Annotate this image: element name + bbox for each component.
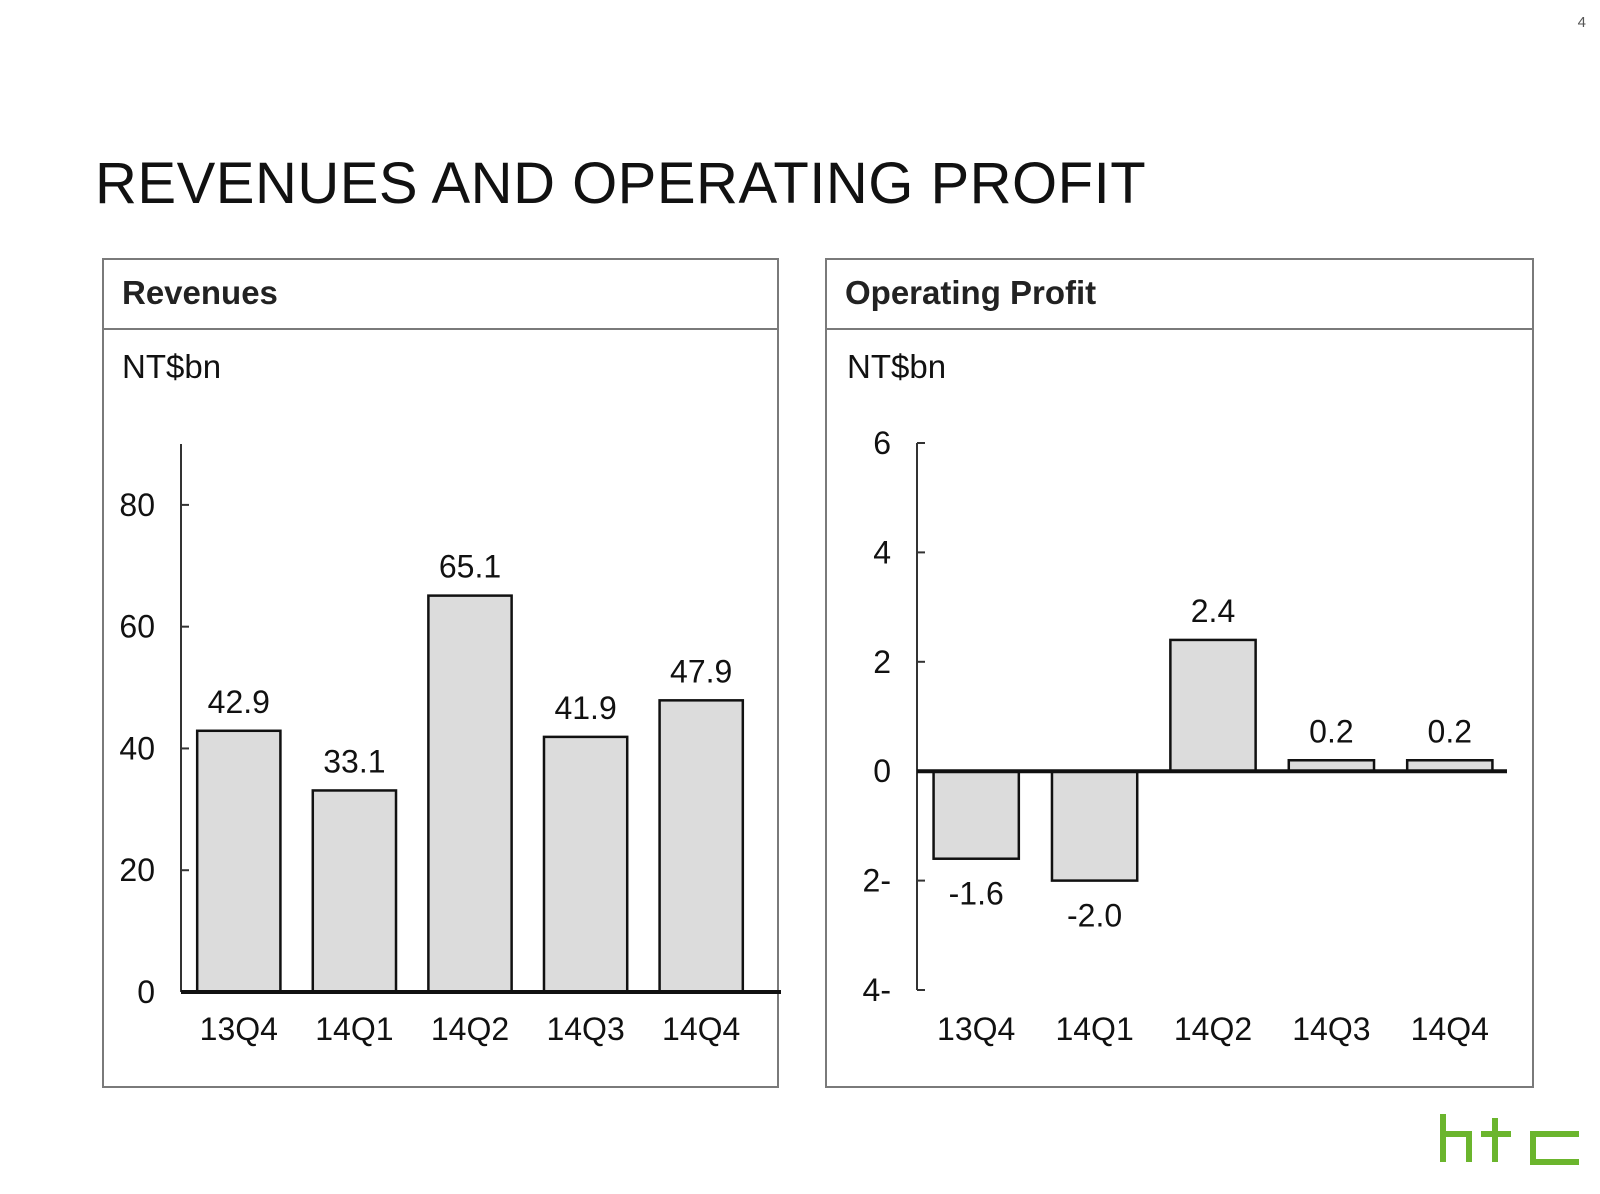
operating-profit-y-tick-label: 0 bbox=[873, 753, 891, 789]
operating-profit-y-tick-label: 4 bbox=[873, 534, 891, 570]
revenues-panel-title: Revenues bbox=[104, 260, 777, 330]
revenues-y-tick-label: 40 bbox=[119, 730, 155, 766]
revenues-panel: Revenues NT$bn 0 20 40 60 80 42.9 13Q4 33.1 14Q1… bbox=[102, 258, 781, 1088]
operating-profit-bar-value-label: 2.4 bbox=[1191, 593, 1235, 629]
operating-profit-category-label: 14Q4 bbox=[1411, 1011, 1489, 1047]
revenues-unit-label: NT$bn bbox=[122, 348, 222, 385]
operating-profit-category-label: 14Q1 bbox=[1055, 1011, 1133, 1047]
operating-profit-unit-label: NT$bn bbox=[847, 348, 947, 385]
operating-profit-bar-value-label: -2.0 bbox=[1067, 898, 1122, 934]
operating-profit-category-label: 14Q3 bbox=[1292, 1011, 1370, 1047]
page-number: 4 bbox=[1577, 14, 1586, 31]
operating-profit-bar bbox=[932, 769, 1021, 860]
operating-profit-category-label: 13Q4 bbox=[937, 1011, 1015, 1047]
revenues-category-label: 13Q4 bbox=[200, 1011, 278, 1047]
operating-profit-bar-value-label: 0.2 bbox=[1428, 713, 1472, 749]
revenues-bar bbox=[542, 735, 629, 994]
operating-profit-chart: 4- 2- 0 2 4 6 -1.6 13Q4 -2.0 14Q1 2.4 14Q2 0.2 14Q3 0.… bbox=[863, 425, 1507, 1047]
operating-profit-bar-value-label: -1.6 bbox=[949, 876, 1004, 912]
operating-profit-y-tick-label: 6 bbox=[873, 425, 891, 461]
revenues-category-label: 14Q4 bbox=[662, 1011, 740, 1047]
revenues-category-label: 14Q2 bbox=[431, 1011, 509, 1047]
revenues-bar-value-label: 33.1 bbox=[323, 743, 385, 779]
operating-profit-bar bbox=[1050, 769, 1139, 882]
slide-title: REVENUES AND OPERATING PROFIT bbox=[95, 151, 1147, 216]
operating-profit-y-tick-label: 2 bbox=[873, 644, 891, 680]
htc-logo-h bbox=[1440, 1114, 1472, 1162]
revenues-bar bbox=[195, 729, 282, 994]
revenues-bar bbox=[658, 699, 745, 994]
revenues-bar bbox=[311, 789, 398, 994]
revenues-bar bbox=[427, 594, 513, 994]
operating-profit-bar-value-label: 0.2 bbox=[1309, 713, 1353, 749]
revenues-bar-value-label: 47.9 bbox=[670, 653, 732, 689]
revenues-bar-value-label: 65.1 bbox=[439, 549, 501, 585]
revenues-y-tick-label: 20 bbox=[119, 852, 155, 888]
operating-profit-y-tick-label: 4- bbox=[863, 972, 891, 1008]
revenues-y-tick-label: 80 bbox=[119, 487, 155, 523]
operating-profit-category-label: 14Q2 bbox=[1174, 1011, 1252, 1047]
operating-profit-y-tick-label: 2- bbox=[863, 863, 891, 899]
revenues-bar-value-label: 42.9 bbox=[208, 684, 270, 720]
htc-logo-t bbox=[1481, 1118, 1511, 1162]
htc-logo bbox=[1440, 1114, 1579, 1165]
operating-profit-panel-title: Operating Profit bbox=[827, 260, 1532, 330]
revenues-category-label: 14Q1 bbox=[315, 1011, 393, 1047]
operating-profit-bar bbox=[1169, 638, 1257, 773]
revenues-y-tick-label: 0 bbox=[137, 974, 155, 1010]
revenues-category-label: 14Q3 bbox=[546, 1011, 624, 1047]
revenues-y-tick-label: 60 bbox=[119, 609, 155, 645]
revenues-bar-value-label: 41.9 bbox=[554, 690, 616, 726]
revenues-chart: 0 20 40 60 80 42.9 13Q4 33.1 14Q1 65.1 14Q2 41.9 14Q… bbox=[119, 444, 781, 1047]
operating-profit-panel: Operating Profit NT$bn 4- 2- 0 2 4 6 -1.6 13Q4 -… bbox=[825, 258, 1534, 1088]
htc-logo-c bbox=[1530, 1131, 1579, 1165]
